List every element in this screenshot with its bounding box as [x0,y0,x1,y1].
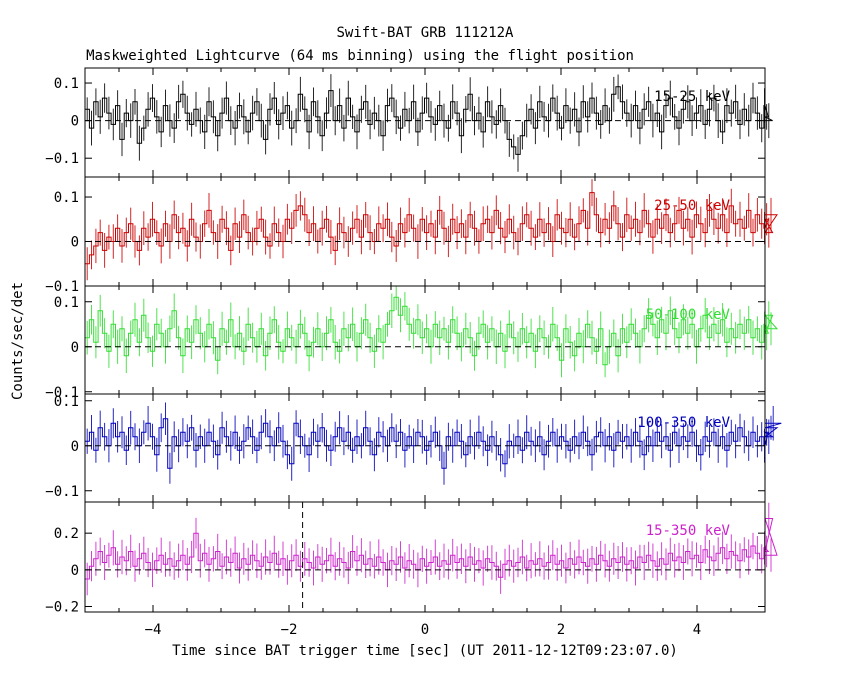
band-label-2: 25-50 keV [654,198,730,214]
y-tick-label-5-0: −0.2 [45,600,79,616]
x-tick-label-2: 0 [421,622,429,638]
y-tick-label-1-0: −0.1 [45,151,79,167]
band-label-5: 15-350 keV [646,523,731,539]
panel-5: −0.2 0 0.2 15-350 keV [45,501,778,616]
series-line-3 [85,296,779,366]
y-tick-label-2-0: −0.1 [45,279,79,295]
y-tick-label-1-2: 0.1 [54,76,79,92]
band-label-1: 15-25 keV [654,89,730,105]
series-line-4 [85,418,782,469]
x-tick-label-3: 2 [557,622,565,638]
x-tick-label-0: −4 [145,622,162,638]
panel-2: −0.1 0 0.1 25-50 keV [45,176,778,295]
chart-subtitle: Maskweighted Lightcurve (64 ms binning) … [86,48,634,64]
error-bars-5 [86,502,772,596]
panels-group: −0.1 0 0.1 15-25 keV −0.1 0 0.1 25-50 keV −0.1 0 0… [45,67,782,638]
y-tick-label-3-1: 0 [71,340,79,356]
y-tick-label-4-0: −0.1 [45,484,79,500]
series-line-2 [85,192,778,265]
band-label-4: 100-350 keV [637,415,730,431]
y-tick-label-2-2: 0.1 [54,190,79,206]
x-axis-label: Time since BAT trigger time [sec] (UT 20… [172,643,678,659]
x-tick-label-1: −2 [281,622,298,638]
y-tick-label-5-1: 0 [71,563,79,579]
y-tick-label-4-2: 0.1 [54,394,79,410]
x-tick-label-4: 4 [693,622,701,638]
y-tick-label-5-2: 0.2 [54,526,79,542]
series-line-1 [85,86,773,155]
chart-title: Swift-BAT GRB 111212A [336,25,514,41]
y-tick-label-4-1: 0 [71,439,79,455]
band-label-3: 50-100 keV [646,307,731,323]
series-line-5 [85,518,778,580]
panel-4: −0.1 0 0.1 100-350 keV [45,393,782,503]
panel-3: −0.1 0 0.1 50-100 keV [45,285,779,401]
y-tick-label-2-1: 0 [71,235,79,251]
y-tick-label-1-1: 0 [71,114,79,130]
y-axis-label: Counts/sec/det [10,282,26,400]
y-tick-label-3-0: −0.1 [45,385,79,401]
panel-1: −0.1 0 0.1 15-25 keV [45,67,773,178]
y-tick-label-3-2: 0.1 [54,295,79,311]
